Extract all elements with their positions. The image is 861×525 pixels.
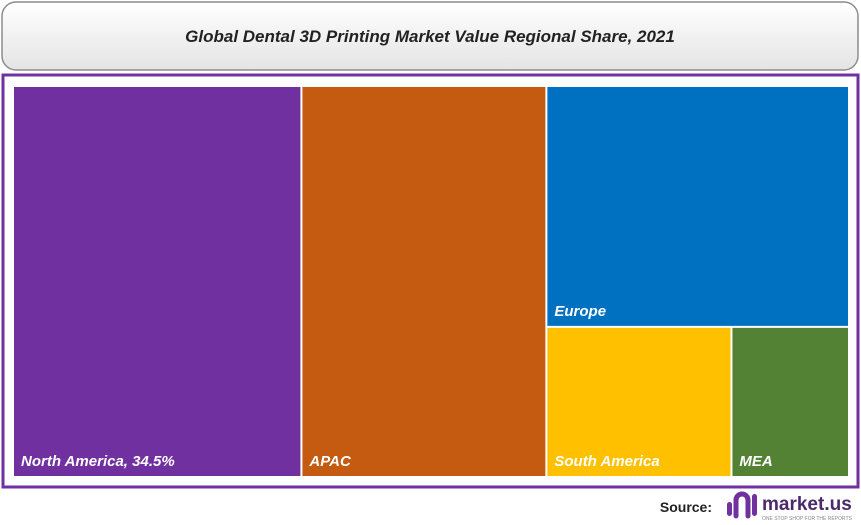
source-label: Source: — [660, 499, 712, 515]
title-box — [1, 1, 859, 71]
logo-tagline: ONE STOP SHOP FOR THE REPORTS — [762, 516, 853, 522]
treemap-cell — [732, 327, 848, 476]
treemap: North America, 34.5% APAC Europe South Amer… — [14, 87, 848, 476]
cell-label: APAC — [308, 453, 352, 470]
logo-icon — [727, 491, 757, 519]
logo-bar — [727, 502, 732, 516]
logo-text: market.us — [762, 494, 852, 515]
cell-label: MEA — [739, 453, 772, 470]
cell-label: Europe — [554, 303, 606, 320]
logo-arch — [733, 491, 751, 519]
cell-label: South America — [554, 453, 659, 470]
treemap-cell — [547, 327, 731, 476]
treemap-cell — [547, 87, 848, 326]
treemap-cell — [302, 87, 546, 476]
cell-label: North America, 34.5% — [21, 453, 175, 470]
logo-bar — [752, 494, 757, 516]
chart-title: Global Dental 3D Printing Market Value R… — [185, 27, 675, 46]
treemap-cell — [14, 87, 301, 476]
